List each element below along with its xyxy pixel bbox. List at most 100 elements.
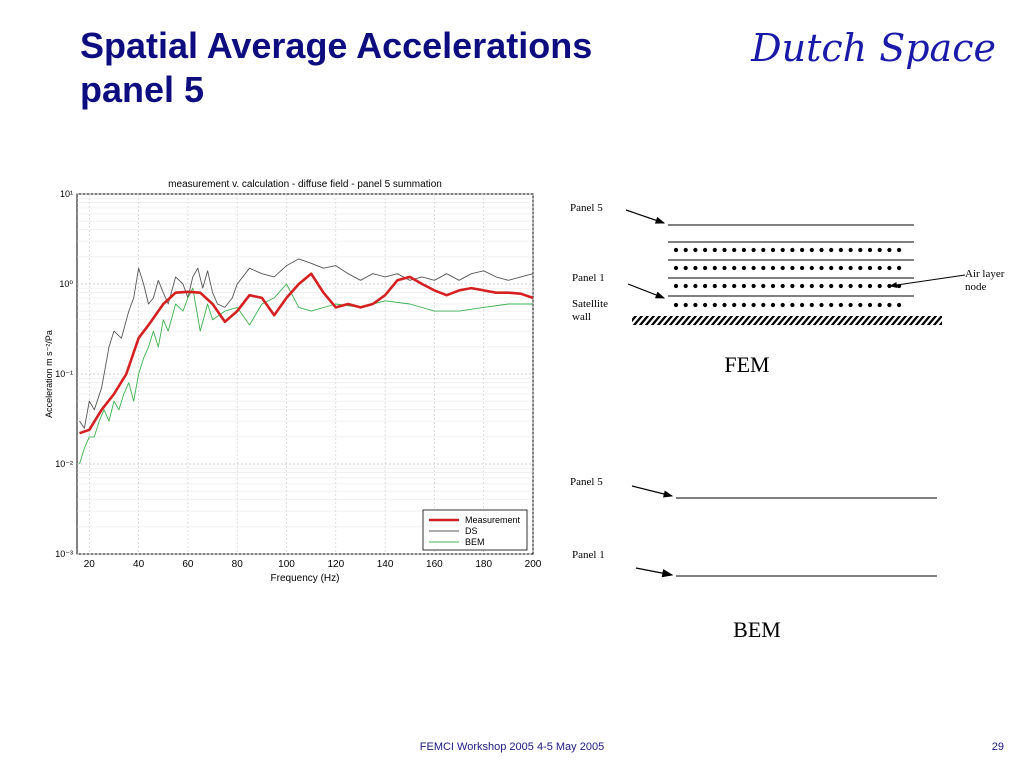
air-layer-node	[887, 247, 892, 253]
y-tick-label: 10⁻¹	[55, 369, 73, 379]
x-tick-label: 200	[525, 559, 542, 570]
air-layer-node	[673, 302, 679, 308]
air-layer-node	[703, 302, 708, 308]
chart-axes: 20 40 60 80 100 120 140 160 180 200 10⁻³ 10⁻² 10⁻¹ 10…	[55, 189, 542, 570]
slide-title-line1: Spatial Average Accelerations	[80, 25, 593, 66]
x-tick-label: 60	[182, 559, 194, 570]
air-layer-node	[809, 283, 814, 289]
chart-x-axis-label: Frequency (Hz)	[271, 573, 340, 584]
air-layer-node	[877, 283, 882, 289]
series-line-measurement	[79, 272, 533, 435]
x-tick-label: 160	[426, 559, 443, 570]
bem-label: BEM	[733, 617, 781, 642]
bem-model: Panel 5 Panel 1 BEM	[570, 476, 937, 642]
air-layer-node	[741, 302, 746, 308]
satellite-wall-hatch	[632, 316, 942, 325]
air-layer-node	[712, 283, 717, 289]
brand-logo: Dutch Space	[751, 26, 996, 70]
air-layer-node	[683, 283, 688, 289]
legend-label-bem: BEM	[465, 537, 485, 547]
air-layer-node	[858, 283, 863, 289]
air-layer-node	[780, 283, 785, 289]
air-layer-node	[732, 247, 737, 253]
x-tick-label: 40	[133, 559, 145, 570]
air-layer-node	[693, 265, 698, 271]
air-layer-node	[897, 247, 902, 253]
air-layer-node	[693, 302, 698, 308]
x-tick-label: 140	[377, 559, 394, 570]
air-layer-node	[732, 302, 737, 308]
air-layer-node	[819, 283, 824, 289]
fem-panel5-label: Panel 5	[570, 202, 603, 214]
air-layer-node	[848, 265, 853, 271]
air-layer-node	[770, 247, 776, 253]
air-layer-node	[829, 283, 834, 289]
air-layer-node	[819, 247, 824, 253]
air-layer-node	[848, 302, 853, 308]
air-layer-node	[741, 265, 746, 271]
chart-series-group	[79, 258, 533, 465]
air-layer-node	[829, 265, 834, 271]
air-layer-node	[751, 265, 756, 271]
air-layer-node	[780, 302, 785, 308]
chart-y-axis-label: Acceleration m s⁻²/Pa	[44, 330, 54, 418]
legend-label-measurement: Measurement	[465, 515, 521, 525]
fem-panel1-arrow	[627, 283, 666, 299]
air-layer-node	[732, 283, 737, 289]
air-layer-node	[770, 283, 776, 289]
air-layer-node	[722, 247, 727, 253]
air-layer-arrow	[889, 274, 966, 288]
air-layer-node	[683, 265, 688, 271]
bem-panel1-label: Panel 1	[572, 549, 605, 561]
air-layer-node	[693, 283, 698, 289]
air-layer-node	[867, 265, 873, 271]
air-layer-node	[712, 265, 717, 271]
legend-box	[422, 509, 528, 551]
air-layer-node	[877, 302, 882, 308]
air-layer-node	[858, 247, 863, 253]
x-tick-label: 100	[278, 559, 295, 570]
slide-title-line2: panel 5	[80, 69, 205, 110]
y-tick-label: 10⁰	[59, 279, 73, 289]
air-layer-node	[703, 247, 708, 253]
air-layer-node	[770, 302, 776, 308]
chart-title: measurement v. calculation - diffuse fie…	[168, 179, 442, 190]
air-layer-node	[790, 302, 795, 308]
air-layer-node	[683, 247, 688, 253]
air-layer-node	[751, 283, 756, 289]
air-layer-node	[741, 247, 746, 253]
air-layer-node	[790, 265, 795, 271]
air-layer-node	[790, 283, 795, 289]
air-layer-node	[673, 247, 679, 253]
air-layer-node	[722, 265, 727, 271]
air-layer-node-rows	[673, 247, 902, 308]
air-layer-node	[712, 247, 717, 253]
air-layer-node	[751, 302, 756, 308]
x-tick-label: 180	[475, 559, 492, 570]
air-layer-node	[829, 247, 834, 253]
air-layer-node	[829, 302, 834, 308]
air-layer-node	[693, 247, 698, 253]
air-layer-node	[819, 265, 824, 271]
air-layer-node	[838, 265, 843, 271]
air-layer-node	[809, 302, 814, 308]
air-layer-node	[703, 265, 708, 271]
air-layer-node	[838, 302, 843, 308]
air-layer-node	[761, 247, 766, 253]
air-layer-node	[790, 247, 795, 253]
chart-grid	[77, 193, 534, 555]
bem-panel1-arrow	[635, 567, 674, 578]
air-layer-node	[800, 283, 805, 289]
air-layer-node	[780, 265, 785, 271]
air-layer-node	[877, 265, 882, 271]
air-layer-node	[867, 283, 873, 289]
air-layer-node	[800, 247, 805, 253]
air-layer-node	[848, 283, 853, 289]
air-layer-node	[887, 302, 892, 308]
page-number: 29	[991, 741, 1004, 753]
x-tick-label: 80	[232, 559, 244, 570]
air-layer-node	[751, 247, 756, 253]
fem-label: FEM	[724, 352, 769, 377]
air-layer-node	[809, 247, 814, 253]
